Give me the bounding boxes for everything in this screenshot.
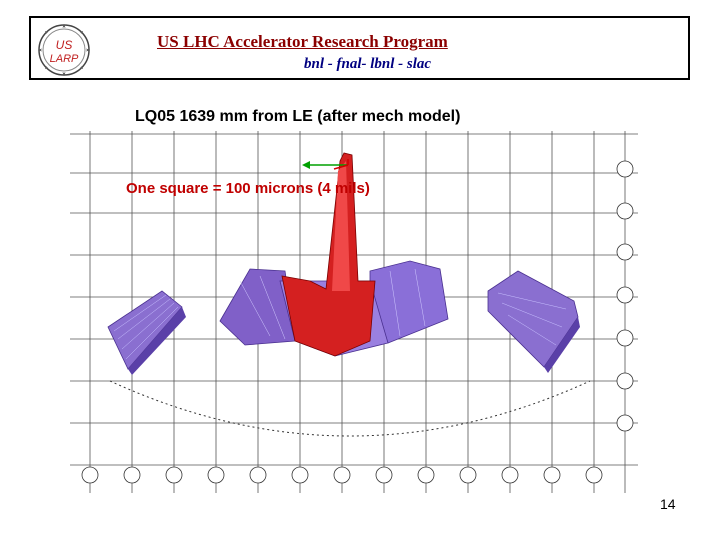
axis-triad xyxy=(302,159,349,170)
center-coil-surface xyxy=(219,152,449,357)
right-markers xyxy=(616,160,634,432)
scale-note: One square = 100 microns (4 mils) xyxy=(126,180,370,197)
right-coil-surface xyxy=(487,270,580,373)
coil-surface-plot xyxy=(70,131,638,493)
svg-text:US: US xyxy=(56,38,73,52)
header-box: US LARP US LHC Accelerator Research Prog… xyxy=(29,16,690,80)
svg-text:LARP: LARP xyxy=(50,53,79,65)
page-number: 14 xyxy=(660,496,676,512)
header-title: US LHC Accelerator Research Program xyxy=(157,32,448,51)
left-coil-surface xyxy=(107,290,186,375)
us-larp-logo: US LARP xyxy=(36,22,92,78)
measurement-figure xyxy=(70,131,638,493)
reference-arc xyxy=(109,380,591,437)
bottom-markers xyxy=(81,466,603,484)
slide-caption: LQ05 1639 mm from LE (after mech model) xyxy=(135,108,461,125)
header-subtitle: bnl - fnal- lbnl - slac xyxy=(304,56,432,72)
